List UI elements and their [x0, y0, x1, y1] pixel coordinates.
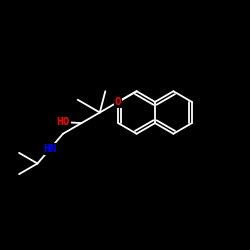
- Text: O: O: [115, 97, 121, 107]
- Text: HO: HO: [56, 117, 70, 127]
- Text: HN: HN: [44, 144, 57, 154]
